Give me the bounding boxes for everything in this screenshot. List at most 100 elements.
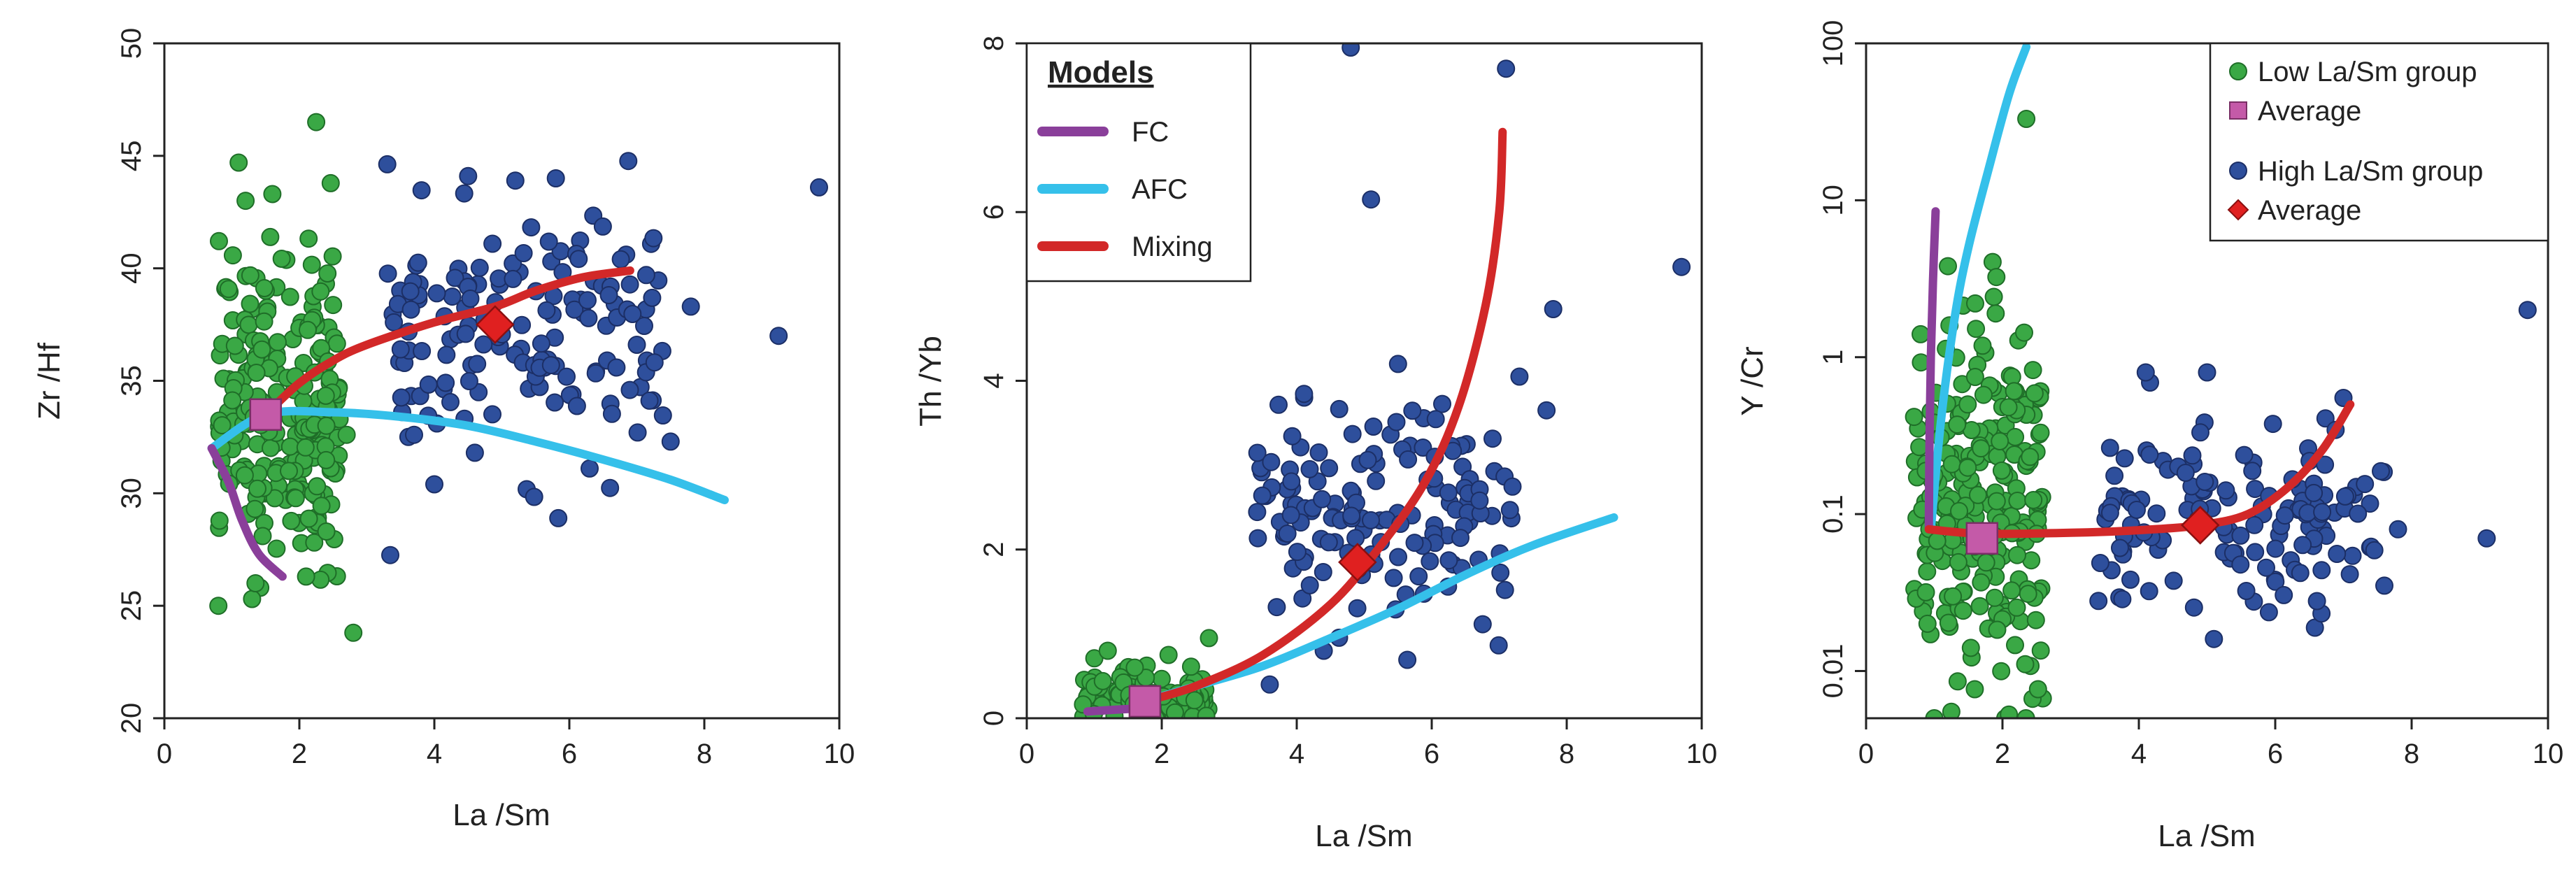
low-group-point [2008, 545, 2026, 564]
high-group-point [1248, 503, 1267, 522]
x-axis-label: La /Sm [1315, 819, 1412, 853]
low-group-point [1925, 709, 1944, 718]
x-tick-label: 2 [292, 739, 307, 769]
low-group-point [239, 315, 258, 334]
x-tick-label: 4 [2131, 739, 2147, 769]
high-group-point [2231, 555, 2250, 574]
low-group-point [219, 280, 238, 299]
high-group-point [2115, 449, 2134, 468]
high-group-point [513, 315, 532, 334]
high-group-point [1503, 477, 1522, 496]
high-group-point [2176, 464, 2195, 482]
low-group-point [324, 296, 343, 315]
y-tick-label: 100 [1818, 20, 1849, 67]
low-group-point [305, 533, 324, 552]
low-group-point [1950, 501, 1968, 520]
low-group-point [308, 477, 327, 496]
high-group-point [1260, 675, 1279, 694]
low-group-point [316, 386, 335, 405]
high-group-point [620, 275, 639, 294]
low-group-point [243, 590, 262, 608]
high-group-point [2313, 503, 2332, 522]
low-group-point [2023, 361, 2042, 380]
high-group-point [455, 184, 474, 203]
panel-y-cr: 0 2 4 6 8 10 0.01 0.1 1 10 100 La /Sm Y /Cr Low La… [1735, 20, 2563, 853]
high-group-point [2089, 592, 2108, 611]
x-tick-label: 8 [1559, 739, 1574, 769]
low-group-point [1197, 706, 1216, 718]
x-tick-label: 10 [824, 739, 855, 769]
high-group-point [2100, 504, 2119, 522]
high-group-point [635, 317, 653, 335]
high-group-point [514, 244, 533, 262]
high-group-point [2291, 564, 2310, 583]
low-group-point [311, 282, 330, 301]
y-tick-label: 0.01 [1818, 644, 1849, 699]
axis-ticks: 0 2 4 6 8 10 0 2 4 6 8 [979, 36, 1717, 769]
low-group-point [1977, 553, 1995, 572]
low-group-point [241, 266, 259, 285]
low-group-point [1912, 325, 1930, 343]
low-group-point [1939, 613, 1958, 632]
high-group-point [546, 169, 565, 187]
high-group-point [2100, 438, 2119, 457]
high-group-point [640, 391, 659, 410]
low-group-point [252, 340, 271, 359]
high-group-point [1283, 427, 1302, 445]
x-tick-label: 0 [1858, 739, 1874, 769]
high-group-point [2091, 554, 2109, 572]
low-group-point [2031, 423, 2050, 442]
high-group-point [1319, 533, 1338, 552]
high-group-point [459, 166, 478, 185]
high-group-point [446, 269, 464, 287]
x-tick-label: 6 [562, 739, 577, 769]
low-group-point [210, 511, 229, 530]
high-group-point [405, 425, 423, 444]
high-group-point [661, 432, 680, 451]
high-group-point [470, 258, 489, 277]
high-group-point [2361, 494, 2379, 513]
low-group-point [265, 489, 284, 508]
high-group-point [425, 475, 443, 494]
low-group-point [229, 153, 248, 172]
low-group-point [1988, 620, 2007, 639]
high-group-point [2245, 515, 2264, 534]
high-group-point [2343, 546, 2362, 565]
high-group-point [769, 327, 788, 345]
low-group-point [299, 229, 318, 248]
high-group-point [378, 155, 397, 173]
low-group-point [213, 416, 232, 434]
high-group-point [541, 356, 560, 375]
high-group-point [2136, 363, 2155, 382]
x-axis-label: La /Sm [2158, 819, 2255, 853]
high-group-point [2113, 590, 2132, 608]
average-high-marker [1338, 543, 1377, 582]
low-group-point [235, 466, 254, 485]
high-group-point [2140, 582, 2158, 601]
low-group-point [1948, 672, 1967, 691]
high-group-point [465, 443, 484, 462]
high-group-point [1409, 567, 1428, 586]
high-group-point [1343, 425, 1362, 443]
low-group-point [318, 264, 337, 283]
high-group-point [483, 405, 501, 424]
high-group-point [2349, 504, 2368, 523]
high-group-point [1342, 506, 1361, 525]
high-group-point [1389, 548, 1407, 566]
high-group-point [565, 300, 584, 319]
high-group-point [1362, 511, 1380, 529]
high-group-point [2105, 466, 2124, 485]
high-group-point [2328, 545, 2347, 563]
high-group-point [2231, 526, 2250, 545]
high-group-point [2389, 520, 2407, 539]
low-group-point [2016, 709, 2035, 718]
high-group-point [391, 340, 410, 359]
high-group-point [2257, 558, 2275, 577]
high-group-point [2356, 475, 2375, 494]
legend-title: Models [1048, 55, 1154, 90]
high-group-point [2246, 543, 2265, 562]
high-group-point [628, 423, 647, 442]
high-group-point [1414, 438, 1432, 457]
high-group-point [549, 508, 568, 527]
low-group-point [2006, 636, 2024, 655]
